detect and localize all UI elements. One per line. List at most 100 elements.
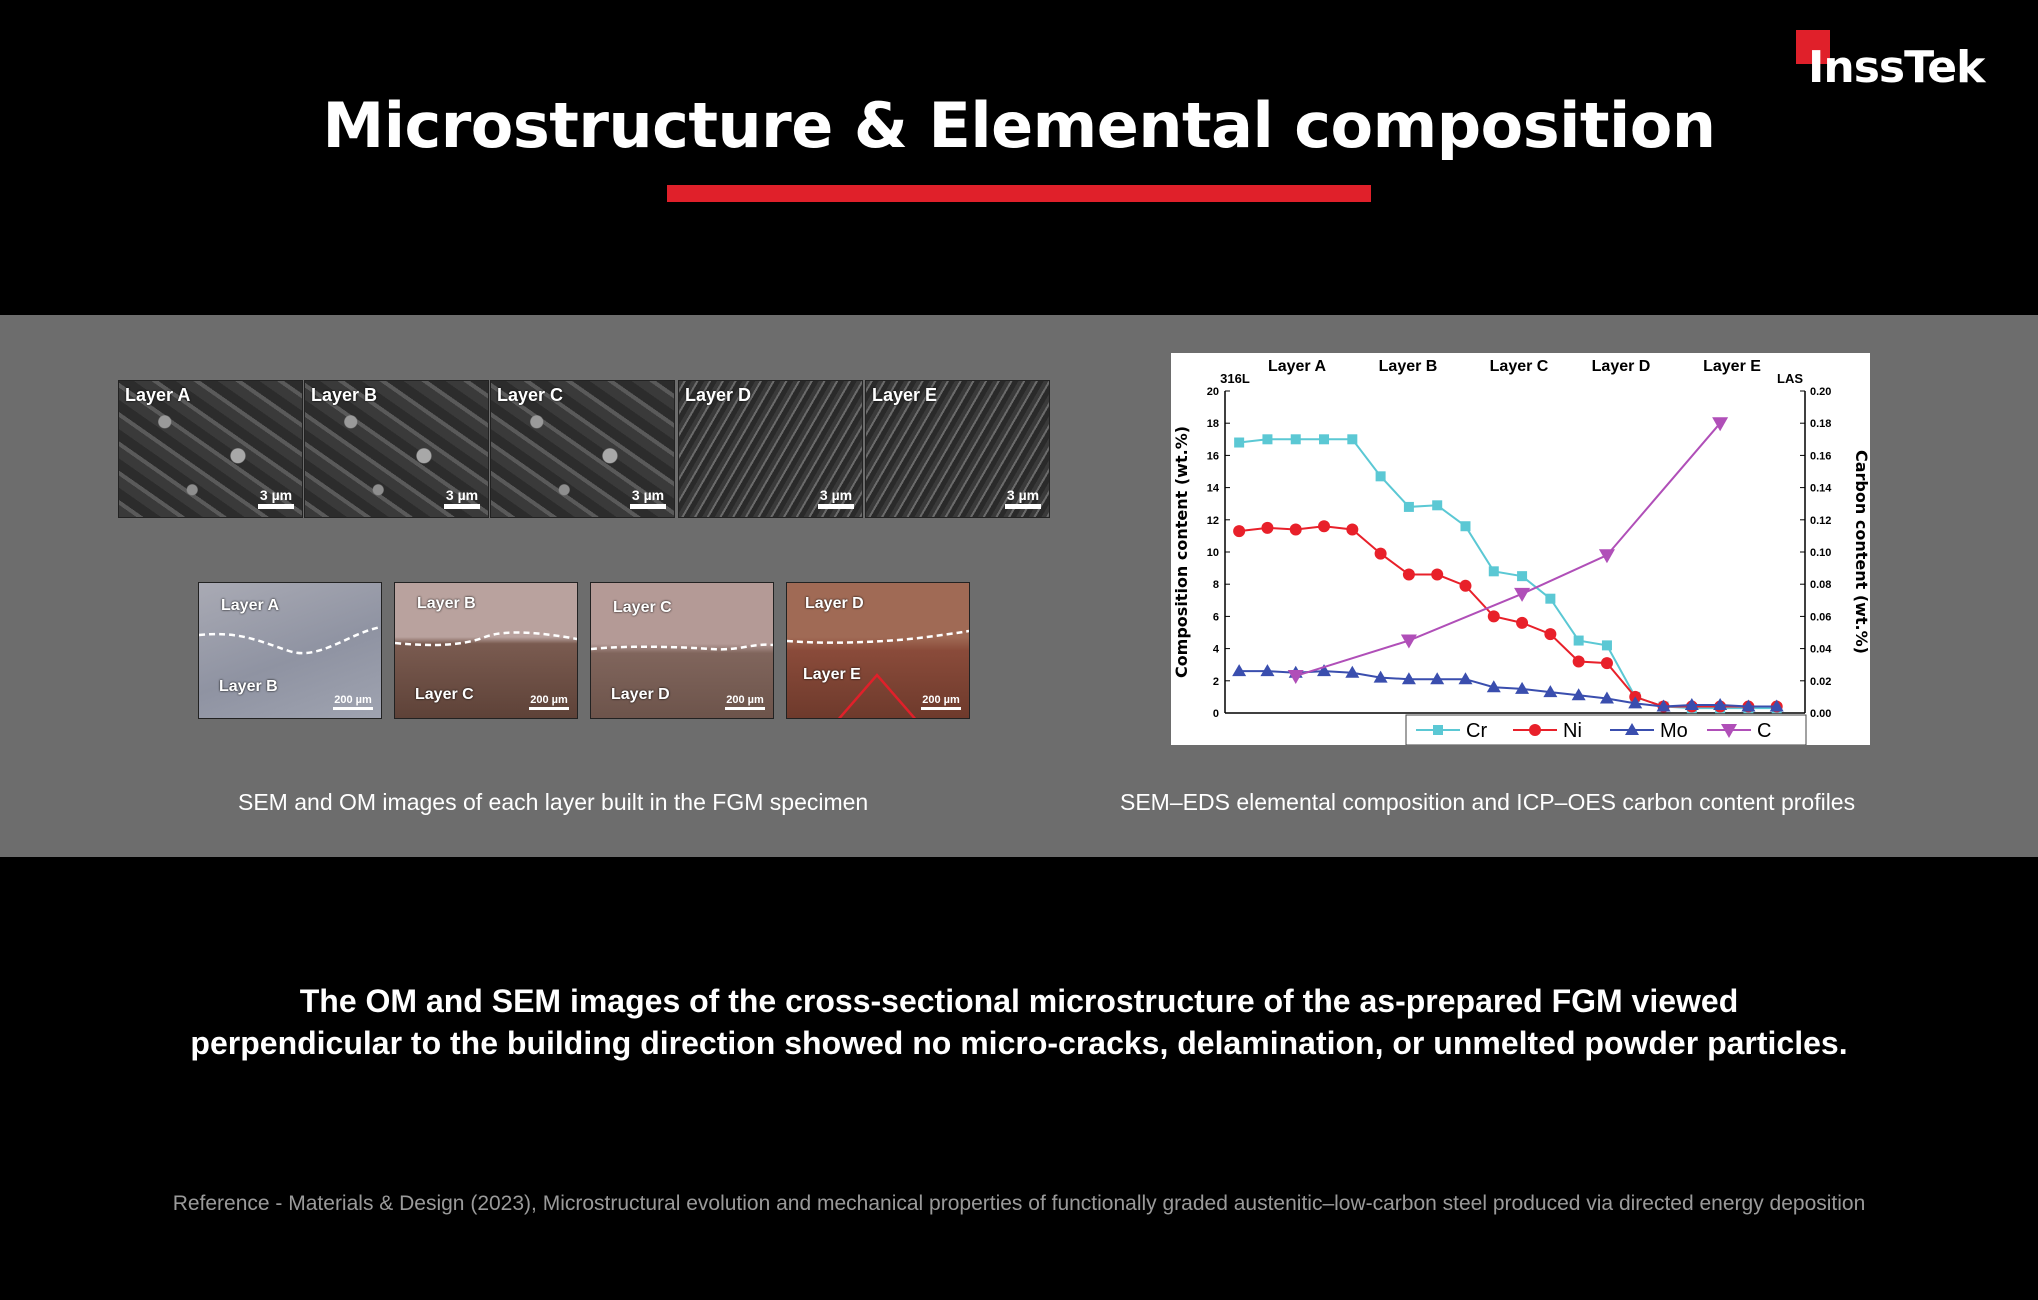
legend-label: Ni [1563, 720, 1582, 742]
scale-bar: 3 µm [1005, 487, 1041, 509]
region-label: Layer B [1379, 358, 1438, 375]
data-point [1656, 699, 1671, 712]
scale-text: 3 µm [259, 487, 293, 503]
scale-bar: 200 µm [725, 694, 765, 710]
data-point [1289, 523, 1302, 536]
scale-text: 3 µm [819, 487, 853, 503]
y2-tick-label: 0.00 [1810, 708, 1831, 720]
om-top-label: Layer A [221, 597, 280, 614]
interface-line [395, 631, 577, 647]
data-point [1460, 521, 1471, 532]
data-point [1431, 568, 1444, 581]
series-line-C [1295, 422, 1721, 677]
y2-axis-title: Carbon content (wt.%) [1852, 450, 1870, 654]
scale-text: 3 µm [1006, 487, 1040, 503]
data-point [1232, 664, 1247, 677]
logo-mark-icon [1796, 30, 1830, 64]
om-image-ab: Layer A Layer B 200 µm [198, 582, 382, 719]
data-point [1403, 501, 1414, 512]
scale-bar: 200 µm [529, 694, 569, 710]
y-tick-label: 0 [1213, 708, 1219, 720]
title-underline [667, 185, 1371, 202]
data-point [1262, 434, 1273, 445]
data-point [1713, 697, 1728, 710]
data-point [1458, 672, 1473, 685]
sem-label: Layer A [125, 385, 191, 405]
body-text-line: The OM and SEM images of the cross-secti… [299, 983, 1739, 1019]
data-point [1571, 688, 1586, 701]
data-point [1515, 681, 1530, 694]
scale-text: 200 µm [726, 694, 764, 706]
page-title: Microstructure & Elemental composition [322, 89, 1716, 162]
region-label: Layer A [1268, 358, 1327, 375]
data-point [1599, 691, 1614, 704]
scale-bar: 3 µm [630, 487, 666, 509]
legend-label: C [1757, 720, 1771, 742]
data-point [1514, 587, 1531, 602]
scale-text: 3 µm [631, 487, 665, 503]
y2-tick-label: 0.20 [1810, 386, 1831, 398]
sem-label: Layer E [872, 385, 938, 405]
y-axis-title: Composition content (wt.%) [1172, 426, 1191, 678]
data-point [1516, 616, 1529, 629]
data-point [1684, 697, 1699, 710]
data-point [1459, 579, 1472, 592]
data-point [1375, 471, 1386, 482]
caption-right: SEM–EDS elemental composition and ICP–OE… [1120, 789, 1856, 815]
y2-tick-label: 0.02 [1810, 676, 1831, 688]
y2-tick-label: 0.18 [1810, 418, 1831, 430]
om-image-bc: Layer B Layer C 200 µm [394, 582, 578, 719]
scale-bar: 3 µm [444, 487, 480, 509]
data-point [1544, 628, 1557, 641]
reference-text: Reference - Materials & Design (2023), M… [172, 1192, 1866, 1215]
interface-line [199, 625, 381, 655]
data-point [1721, 724, 1737, 738]
sem-label: Layer B [311, 385, 378, 405]
y-tick-label: 16 [1207, 450, 1219, 462]
y2-tick-label: 0.10 [1810, 547, 1831, 559]
om-top-label: Layer B [417, 595, 476, 612]
series-line-Ni [1239, 525, 1777, 708]
scale-text: 200 µm [334, 694, 372, 706]
data-point [1287, 669, 1304, 684]
y-tick-label: 2 [1213, 676, 1219, 688]
data-point [1374, 547, 1387, 560]
data-point [1598, 549, 1615, 564]
data-point [1488, 566, 1499, 577]
data-point [1260, 664, 1275, 677]
region-label: Layer D [1592, 358, 1651, 375]
y-tick-label: 4 [1213, 644, 1220, 656]
interface-line [787, 629, 969, 644]
region-label: LAS [1777, 371, 1803, 386]
om-image-de: Layer D Layer E 200 µm [786, 582, 970, 719]
sem-label: Layer D [685, 385, 752, 405]
sem-label: Layer C [497, 385, 564, 405]
scale-text: 200 µm [530, 694, 568, 706]
data-point [1712, 417, 1729, 432]
data-point [1430, 672, 1445, 685]
data-point [1234, 437, 1245, 448]
sem-image-layer-b: Layer B 3 µm [304, 380, 489, 518]
composition-chart: 0 2 4 6 8 10 12 14 16 18 20 0.00 0.02 0.04 0.06 0.08 0.1… [1171, 353, 1871, 746]
sem-image-layer-e: Layer E 3 µm [865, 380, 1050, 518]
om-bottom-label: Layer C [415, 686, 474, 703]
scale-bar: 3 µm [258, 487, 294, 509]
body-text-line: perpendicular to the building direction … [190, 1025, 1848, 1061]
y2-tick-label: 0.12 [1810, 515, 1831, 527]
y2-tick-label: 0.16 [1810, 450, 1831, 462]
data-point [1402, 568, 1415, 581]
data-point [1433, 725, 1443, 735]
y2-tick-label: 0.06 [1810, 611, 1831, 623]
scale-bar: 200 µm [333, 694, 373, 710]
om-top-label: Layer C [613, 599, 672, 616]
caption-left: SEM and OM images of each layer built in… [238, 789, 869, 815]
composition-chart-svg: 0 2 4 6 8 10 12 14 16 18 20 0.00 0.02 0.04 0.06 0.08 0.1… [1172, 358, 1871, 746]
data-point [1741, 699, 1756, 712]
data-point [1769, 699, 1784, 712]
region-label: 316L [1220, 371, 1250, 386]
om-bottom-label: Layer B [219, 678, 278, 695]
logo-text: InssTek [1808, 42, 1985, 93]
melt-pool-outline [837, 673, 917, 718]
scale-bar: 200 µm [921, 694, 961, 710]
y2-tick-label: 0.14 [1810, 483, 1832, 495]
